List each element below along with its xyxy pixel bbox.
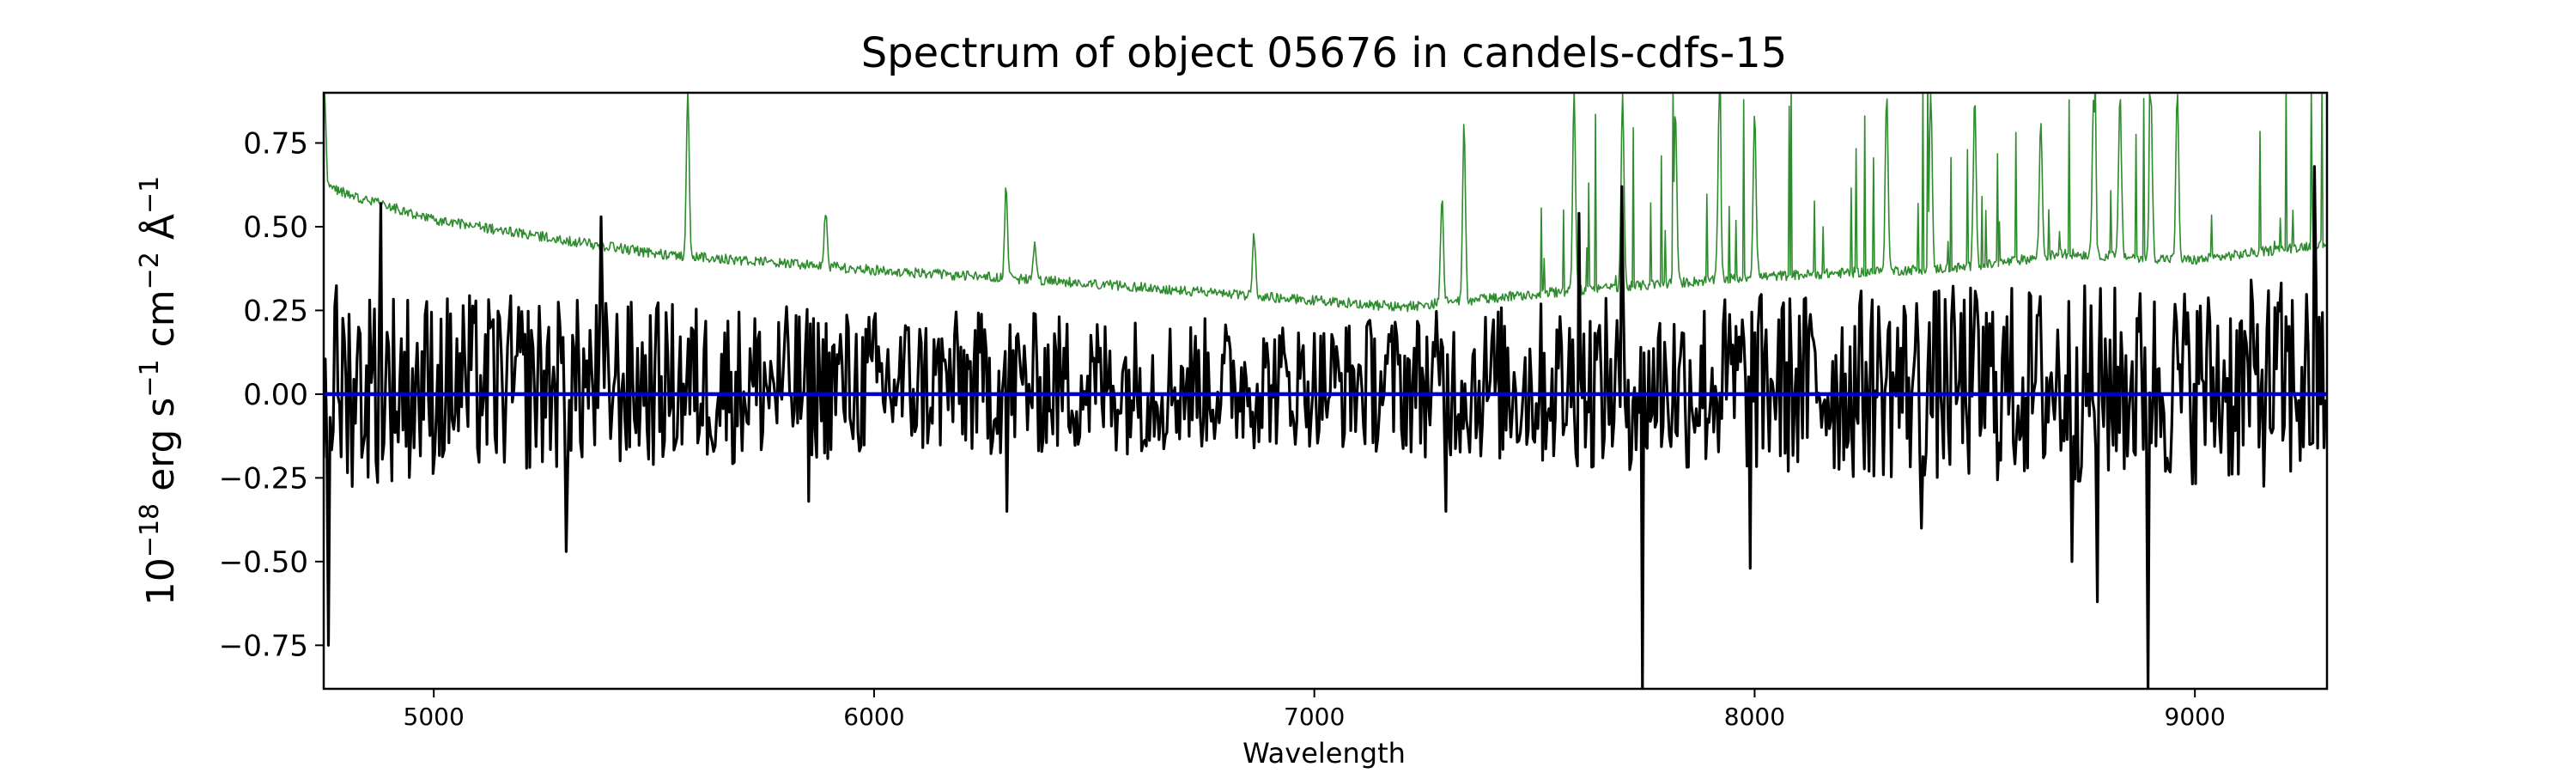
x-tick-label: 9000 [2165, 703, 2226, 731]
y-tick-label: −0.75 [219, 629, 308, 663]
y-tick-label: 0.00 [243, 378, 308, 412]
x-axis-label: Wavelength [1242, 737, 1406, 770]
x-tick-label: 6000 [843, 703, 904, 731]
y-label-exponent: −1 [135, 176, 165, 214]
x-axis: 5000 6000 7000 8000 9000 [404, 689, 2226, 731]
y-tick-label: −0.25 [219, 461, 308, 496]
y-label-exponent: −18 [135, 503, 165, 557]
y-tick-label: 0.25 [243, 294, 308, 328]
y-tick-label: 0.50 [243, 210, 308, 245]
y-tick-label: 0.75 [243, 126, 308, 161]
chart-title: Spectrum of object 05676 in candels-cdfs… [861, 29, 1788, 77]
y-axis: −0.75 −0.50 −0.25 0.00 0.25 0.50 0.75 [219, 126, 324, 663]
x-tick-label: 8000 [1724, 703, 1785, 731]
y-label-text: cm [139, 289, 183, 359]
y-tick-label: −0.50 [219, 545, 308, 580]
plot-area [324, 93, 2327, 689]
y-label-exponent: −1 [135, 359, 165, 397]
flux-spectrum-line [324, 165, 2327, 689]
y-label-exponent: −2 [135, 252, 165, 289]
plot-frame [322, 91, 2329, 691]
y-label-text: Å [137, 214, 183, 252]
x-tick-label: 5000 [404, 703, 465, 731]
y-label-text: erg s [139, 398, 183, 503]
error-spectrum-line [324, 93, 2327, 313]
y-label-text: 10 [139, 557, 183, 606]
y-axis-label: 10−18 erg s−1 cm−2 Å−1 [135, 176, 183, 606]
x-tick-label: 7000 [1284, 703, 1345, 731]
